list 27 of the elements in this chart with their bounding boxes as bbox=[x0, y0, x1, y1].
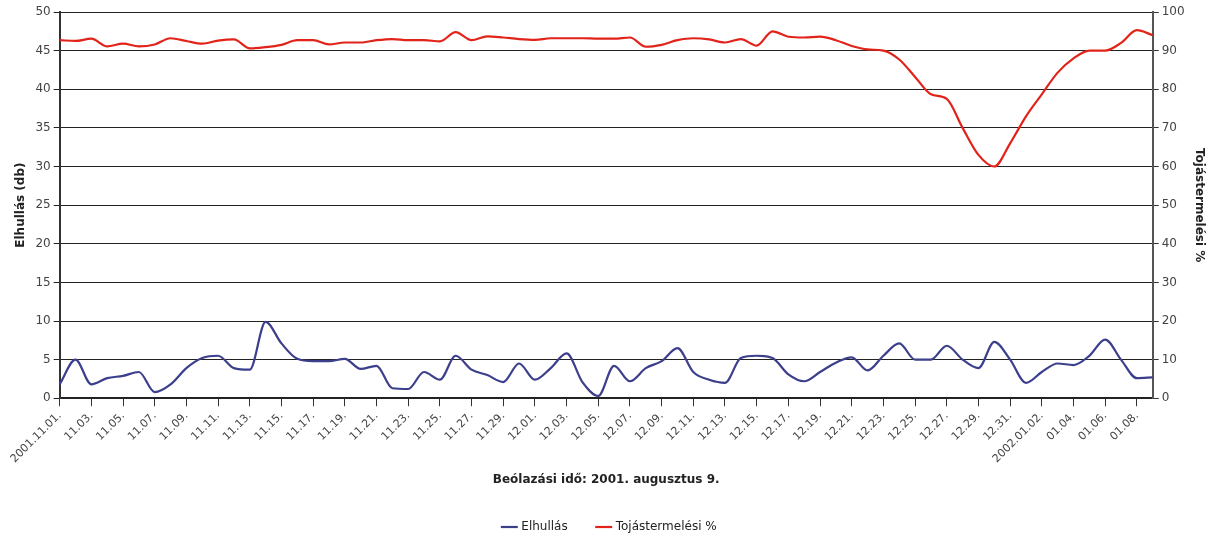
y-tick-label: 45 bbox=[35, 42, 51, 57]
y-tick-label: 10 bbox=[35, 313, 51, 328]
y-tick-label: 25 bbox=[35, 197, 51, 212]
legend-label: Tojástermelési % bbox=[614, 519, 717, 534]
y2-tick-label: 10 bbox=[1161, 351, 1177, 366]
y-tick-label: 5 bbox=[43, 351, 51, 366]
x-axis-title: Beólazási idő: 2001. augusztus 9. bbox=[492, 471, 720, 486]
y2-axis-title: Tojástermelési % bbox=[1192, 147, 1207, 263]
y2-tick-label: 40 bbox=[1161, 235, 1177, 250]
y-tick-label: 0 bbox=[43, 390, 51, 405]
legend-label: Elhullás bbox=[521, 519, 568, 534]
y-tick-label: 35 bbox=[35, 120, 51, 134]
y-tick-label: 50 bbox=[35, 4, 51, 19]
y-tick-label: 20 bbox=[35, 235, 51, 250]
y2-tick-label: 90 bbox=[1161, 42, 1177, 57]
y2-tick-label: 80 bbox=[1161, 81, 1177, 96]
y-tick-label: 40 bbox=[35, 81, 51, 96]
y2-tick-label: 100 bbox=[1161, 4, 1185, 19]
y2-tick-label: 70 bbox=[1161, 120, 1177, 134]
y2-tick-label: 30 bbox=[1161, 274, 1177, 289]
y-axis-title: Elhullás (db) bbox=[13, 162, 28, 248]
y2-tick-label: 60 bbox=[1161, 158, 1177, 173]
y-tick-label: 15 bbox=[35, 274, 51, 289]
y2-tick-label: 50 bbox=[1161, 197, 1177, 212]
y2-tick-label: 0 bbox=[1161, 390, 1170, 405]
y-tick-label: 30 bbox=[35, 158, 51, 173]
y2-tick-label: 20 bbox=[1161, 313, 1177, 328]
